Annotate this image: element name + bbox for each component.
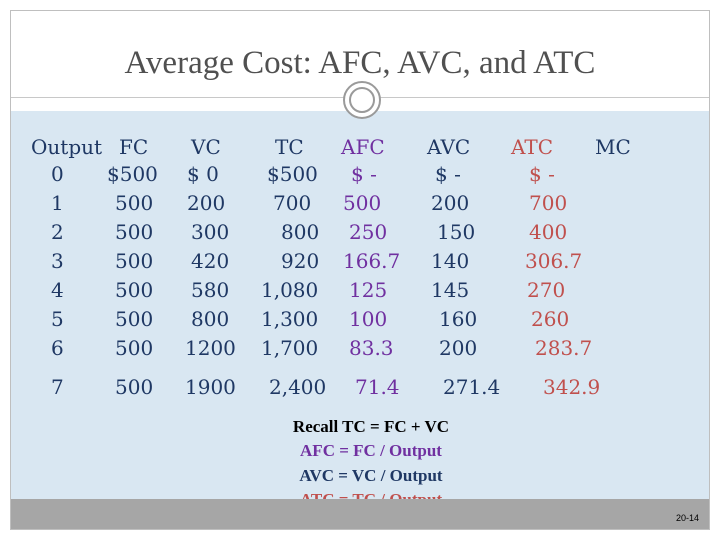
cell-tc: 2,400: [269, 375, 327, 399]
cell-output: 7: [51, 375, 64, 399]
cell-output: 1: [51, 191, 64, 215]
slide-number: 20-14: [675, 513, 699, 523]
cell-atc: 270: [527, 278, 566, 302]
cell-afc: 83.3: [349, 336, 394, 360]
formula-afc: AFC = FC / Output: [300, 441, 442, 460]
cell-output: 5: [51, 307, 64, 331]
slide: Average Cost: AFC, AVC, and ATC Output F…: [10, 10, 710, 530]
cell-avc: 140: [431, 249, 470, 273]
cell-tc: 1,080: [261, 278, 319, 302]
cell-tc: $500: [267, 162, 318, 186]
cell-atc: 400: [529, 220, 568, 244]
cell-tc: 1,700: [261, 336, 319, 360]
cell-fc: 500: [115, 191, 154, 215]
cell-output: 2: [51, 220, 64, 244]
formula-recall: Recall TC = FC + VC: [292, 417, 450, 436]
header-mc: MC: [595, 135, 631, 159]
cell-vc: 800: [191, 307, 230, 331]
cell-output: 3: [51, 249, 64, 273]
cell-avc: 200: [439, 336, 478, 360]
header-fc: FC: [119, 135, 149, 159]
cell-vc: 200: [187, 191, 226, 215]
cell-output: 0: [51, 162, 64, 186]
cell-afc: $ -: [351, 162, 377, 186]
cell-atc: $ -: [529, 162, 555, 186]
cell-afc: 250: [349, 220, 388, 244]
cell-fc: 500: [115, 249, 154, 273]
ring-icon: [343, 81, 381, 119]
cell-fc: $500: [107, 162, 158, 186]
cell-afc: 100: [349, 307, 388, 331]
cell-atc: 306.7: [525, 249, 583, 273]
cell-atc: 260: [531, 307, 570, 331]
cell-atc: 700: [529, 191, 568, 215]
cell-avc: 145: [431, 278, 470, 302]
header-afc: AFC: [341, 135, 385, 159]
cell-avc: 200: [431, 191, 470, 215]
formula-avc: AVC = VC / Output: [299, 466, 443, 485]
cost-table: Output FC VC TC AFC AVC ATC MC 0 $500 $ …: [11, 111, 709, 509]
header-atc: ATC: [511, 135, 553, 159]
cell-tc: 920: [281, 249, 320, 273]
cell-fc: 500: [115, 375, 154, 399]
cell-output: 6: [51, 336, 64, 360]
cell-output: 4: [51, 278, 64, 302]
cell-vc: 580: [191, 278, 230, 302]
cell-tc: 700: [273, 191, 312, 215]
cell-afc: 500: [343, 191, 382, 215]
cell-tc: 800: [281, 220, 320, 244]
cell-fc: 500: [115, 278, 154, 302]
cell-atc: 283.7: [535, 336, 593, 360]
cell-vc: 1900: [185, 375, 236, 399]
header-output: Output: [31, 135, 103, 159]
cell-vc: 1200: [185, 336, 236, 360]
cell-vc: $ 0: [187, 162, 219, 186]
cell-afc: 125: [349, 278, 388, 302]
cell-avc: 150: [437, 220, 476, 244]
footer-bar: 20-14: [11, 499, 709, 529]
cell-avc: $ -: [435, 162, 461, 186]
cell-vc: 420: [191, 249, 230, 273]
cell-fc: 500: [115, 307, 154, 331]
cell-avc: 160: [439, 307, 478, 331]
cell-vc: 300: [191, 220, 230, 244]
header-vc: VC: [191, 135, 221, 159]
cell-tc: 1,300: [261, 307, 319, 331]
cell-atc: 342.9: [543, 375, 601, 399]
header-tc: TC: [275, 135, 304, 159]
cell-afc: 166.7: [343, 249, 401, 273]
cell-afc: 71.4: [355, 375, 400, 399]
cell-fc: 500: [115, 336, 154, 360]
cell-fc: 500: [115, 220, 154, 244]
slide-title: Average Cost: AFC, AVC, and ATC: [124, 45, 596, 81]
ring-inner: [349, 87, 375, 113]
cell-avc: 271.4: [443, 375, 501, 399]
header-avc: AVC: [427, 135, 471, 159]
